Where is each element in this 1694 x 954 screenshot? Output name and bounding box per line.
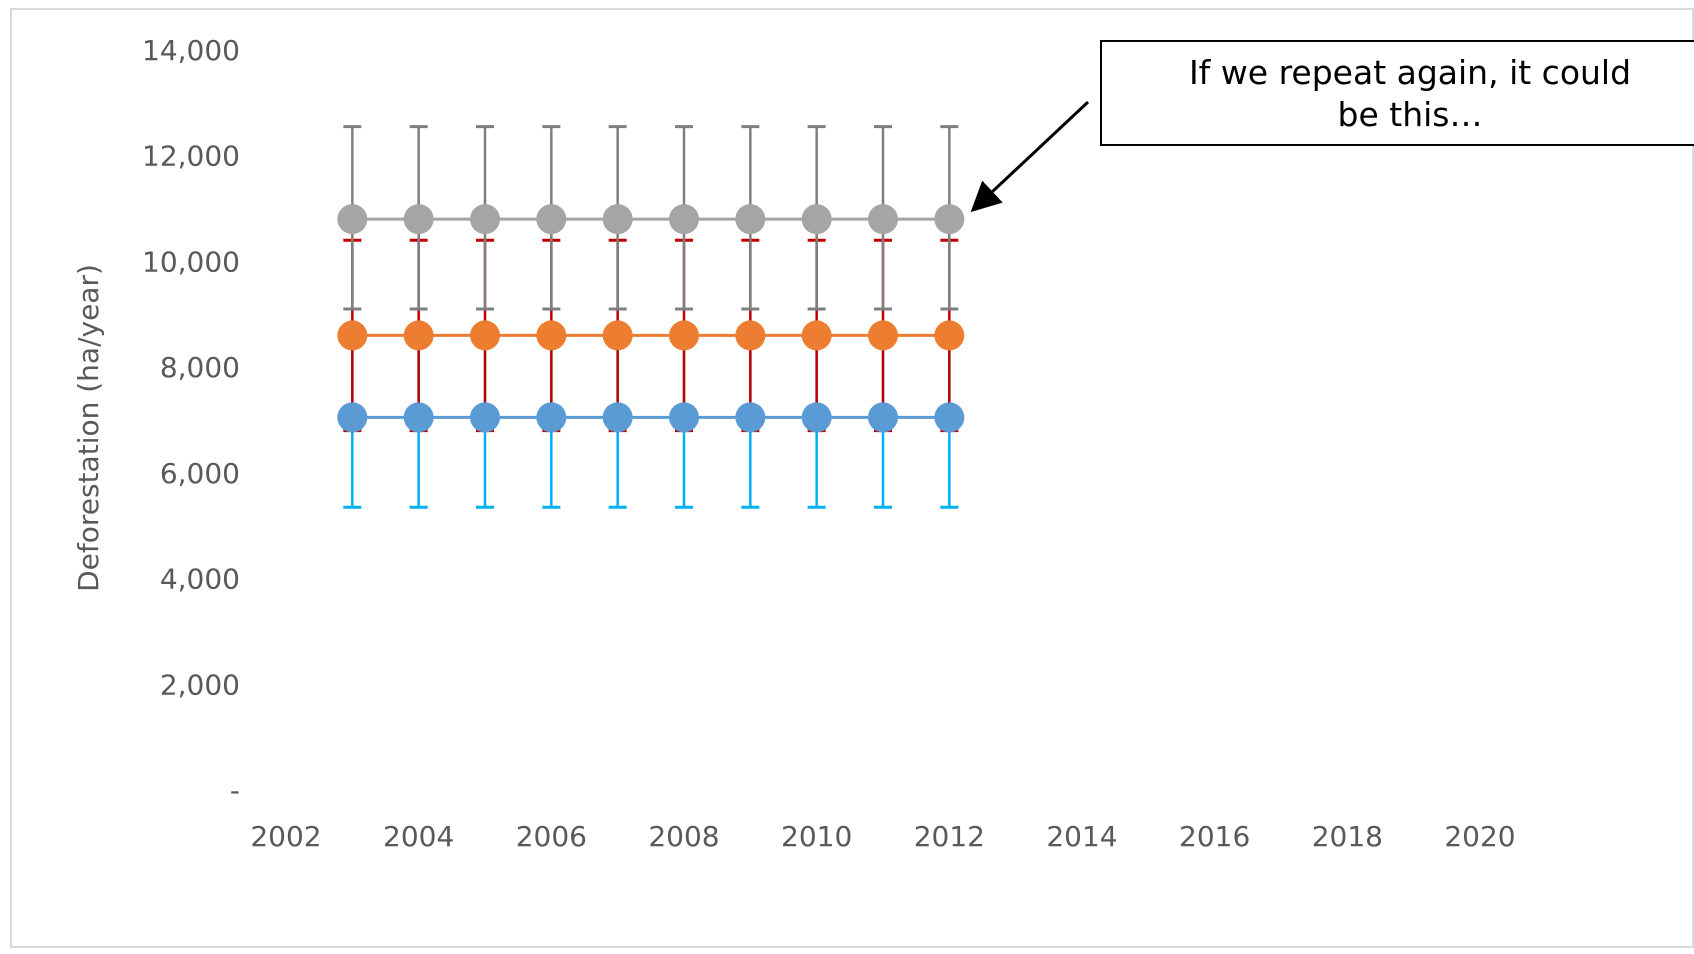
- x-tick-label: 2020: [1444, 820, 1515, 853]
- data-point: [602, 320, 633, 351]
- x-tick-label: 2010: [781, 820, 852, 853]
- series-2: [337, 204, 965, 235]
- y-tick-label: -: [230, 774, 240, 807]
- y-tick-label: 10,000: [142, 245, 240, 278]
- annotation-callout: If we repeat again, it could be this…: [1100, 40, 1694, 146]
- data-point: [470, 320, 500, 351]
- x-tick-label: 2016: [1179, 820, 1250, 853]
- data-point: [536, 320, 567, 351]
- x-tick-label: 2006: [516, 820, 587, 853]
- y-tick-label: 2,000: [160, 668, 240, 701]
- data-point: [735, 402, 766, 433]
- data-point: [735, 204, 766, 235]
- data-point: [337, 320, 368, 351]
- y-axis-title: Deforestation (ha/year): [72, 264, 105, 592]
- y-tick-label: 8,000: [160, 351, 240, 384]
- x-tick-label: 2002: [250, 820, 321, 853]
- y-tick-label: 12,000: [142, 140, 240, 173]
- data-point: [403, 402, 434, 433]
- data-point: [602, 204, 633, 235]
- data-point: [470, 204, 500, 235]
- data-point: [735, 320, 766, 351]
- data-point: [801, 402, 832, 433]
- data-point: [337, 204, 368, 235]
- data-point: [868, 204, 898, 235]
- data-point: [669, 320, 699, 351]
- data-point: [868, 402, 898, 433]
- data-point: [934, 402, 965, 433]
- data-point: [403, 204, 434, 235]
- data-point: [669, 204, 699, 235]
- data-point: [536, 402, 567, 433]
- x-tick-label: 2014: [1046, 820, 1117, 853]
- data-point: [868, 320, 898, 351]
- y-tick-label: 6,000: [160, 457, 240, 490]
- data-point: [602, 402, 633, 433]
- data-point: [536, 204, 567, 235]
- series-1: [337, 320, 965, 351]
- y-tick-label: 14,000: [142, 34, 240, 67]
- data-point: [669, 402, 699, 433]
- data-point: [470, 402, 500, 433]
- data-point: [403, 320, 434, 351]
- data-point: [934, 320, 965, 351]
- series-layer: [337, 125, 965, 509]
- y-axis-ticks: - 2,000 4,000 6,000 8,000 10,000 12,000 14,000: [142, 34, 240, 807]
- series-0: [337, 402, 965, 433]
- data-point: [337, 402, 368, 433]
- data-point: [801, 204, 832, 235]
- data-point: [934, 204, 965, 235]
- x-tick-label: 2012: [914, 820, 985, 853]
- data-point: [801, 320, 832, 351]
- x-tick-label: 2018: [1312, 820, 1383, 853]
- y-tick-label: 4,000: [160, 563, 240, 596]
- chart-frame: [10, 8, 1694, 948]
- x-tick-label: 2004: [383, 820, 454, 853]
- annotation-arrow: [970, 100, 1090, 213]
- x-tick-label: 2008: [648, 820, 719, 853]
- x-axis-ticks: 2002 2004 2006 2008 2010 2012 2014 2016 2018 2020: [250, 820, 1515, 853]
